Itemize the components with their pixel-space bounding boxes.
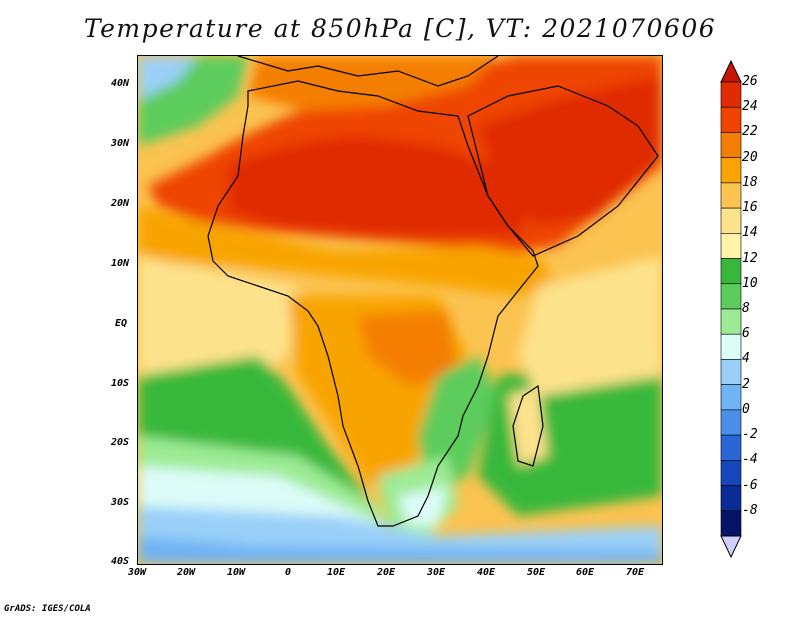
colorbar-segment xyxy=(720,81,742,108)
colorbar-label: 16 xyxy=(742,200,758,216)
colorbar-segment xyxy=(720,207,742,234)
zone-indian-ocean-yellow xyxy=(518,256,662,396)
colorbar-label: 14 xyxy=(742,225,758,241)
lat-label-10n: 10N xyxy=(111,258,130,269)
colorbar-segment xyxy=(720,359,742,385)
zone-sahara-core xyxy=(228,136,538,236)
map-canvas xyxy=(138,56,662,564)
lon-label-10w: 10W xyxy=(227,567,246,578)
colorbar-label: 2 xyxy=(742,376,750,392)
lon-label-40e: 40E xyxy=(477,567,496,578)
colorbar-segment xyxy=(720,460,742,486)
colorbar-label: 6 xyxy=(742,326,750,342)
page-title: Temperature at 850hPa [C], VT: 202107060… xyxy=(83,14,717,43)
colorbar-label: 20 xyxy=(742,149,758,165)
lon-label-20e: 20E xyxy=(377,567,396,578)
zone-arabia-core xyxy=(478,76,662,226)
colorbar-label: 10 xyxy=(742,275,758,291)
colorbar-label: 8 xyxy=(742,301,750,316)
zone-southern-ocean-deep xyxy=(138,536,662,564)
lat-label-30n: 30N xyxy=(111,138,130,149)
europe-coastline xyxy=(237,56,499,87)
colorbar-label: 18 xyxy=(742,174,758,190)
coastlines xyxy=(207,56,659,527)
credit-text: GrADS: IGES/COLA xyxy=(4,604,91,614)
colorbar xyxy=(720,60,742,558)
madagascar-coastline xyxy=(512,384,544,467)
lon-label-50e: 50E xyxy=(527,567,546,578)
colorbar-segment xyxy=(720,510,742,537)
colorbar-segment xyxy=(720,283,742,310)
lon-label-20w: 20W xyxy=(177,567,196,578)
colorbar-segment xyxy=(720,258,742,285)
colorbar-segment xyxy=(720,132,742,158)
lat-label-20s: 20S xyxy=(111,437,130,448)
lon-label-60e: 60E xyxy=(576,567,595,578)
lat-label-10s: 10S xyxy=(111,378,130,389)
colorbar-segment xyxy=(720,384,742,411)
zone-med xyxy=(248,56,498,111)
lon-label-70e: 70E xyxy=(626,567,645,578)
zone-north-atlantic-cool xyxy=(138,56,198,101)
lon-label-0: 0 xyxy=(285,567,292,578)
arabia-coastline xyxy=(467,85,659,257)
lon-label-30e: 30E xyxy=(427,567,446,578)
colorbar-segment xyxy=(720,182,742,209)
colorbar-label: 12 xyxy=(742,250,758,266)
colorbar-overflow-high xyxy=(720,60,742,83)
colorbar-segment xyxy=(720,157,742,184)
colorbar-segment xyxy=(720,409,742,436)
colorbar-label: -2 xyxy=(742,427,758,443)
colorbar-segment xyxy=(720,485,742,512)
colorbar-label: 0 xyxy=(742,401,750,417)
colorbar-label: 22 xyxy=(742,124,758,140)
temperature-map xyxy=(137,55,663,565)
lon-label-30w: 30W xyxy=(128,567,147,578)
colorbar-overflow-low xyxy=(720,535,742,558)
colorbar-segment xyxy=(720,233,742,259)
colorbar-label: 24 xyxy=(742,99,758,115)
colorbar-segment xyxy=(720,308,742,335)
zone-congo-warm xyxy=(358,311,458,386)
lat-label-30s: 30S xyxy=(111,497,130,508)
lat-label-40s: 40S xyxy=(111,556,130,567)
colorbar-label: 4 xyxy=(742,351,750,367)
lat-label-eq: EQ xyxy=(115,318,128,329)
zone-tropical-atlantic xyxy=(138,256,298,386)
lat-label-40n: 40N xyxy=(111,78,130,89)
colorbar-label: -6 xyxy=(742,477,758,493)
colorbar-label: -4 xyxy=(742,452,758,468)
colorbar-segment xyxy=(720,333,742,360)
lat-label-20n: 20N xyxy=(111,198,130,209)
lon-label-10e: 10E xyxy=(327,567,346,578)
colorbar-segment xyxy=(720,106,742,133)
africa-coastline xyxy=(207,80,539,527)
colorbar-segment xyxy=(720,434,742,461)
colorbar-label: 26 xyxy=(742,74,758,89)
colorbar-label: -8 xyxy=(742,502,758,518)
zone-west-africa xyxy=(138,206,558,296)
